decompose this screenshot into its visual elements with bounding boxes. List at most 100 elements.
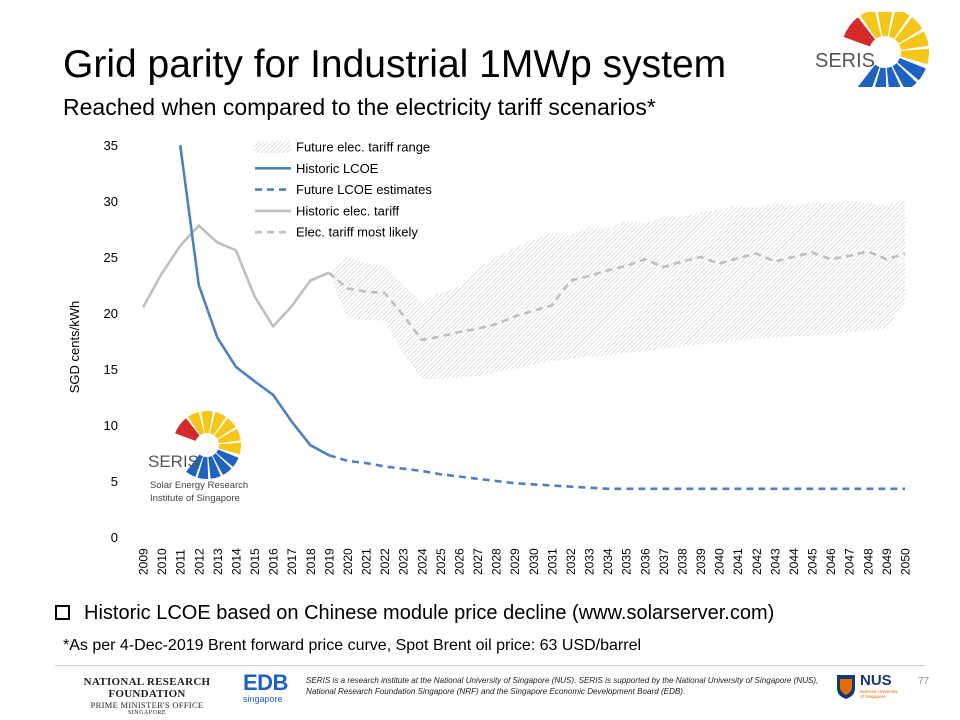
series-historic-lcoe [178,144,330,457]
y-tick-label: 15 [104,362,118,377]
x-tick-label: 2035 [620,548,634,575]
x-tick-label: 2028 [490,548,504,575]
edb-logo-subtext: singapore [243,694,283,704]
x-tick-label: 2011 [174,549,188,575]
chart-legend: Future elec. tariff range Historic LCOE Fu… [255,140,432,240]
page-number: 77 [918,676,930,687]
x-tick-label: 2050 [899,548,913,575]
legend-label: Historic LCOE [296,161,379,176]
x-tick-label: 2036 [638,548,652,575]
legend-label: Historic elec. tariff [296,203,399,218]
y-tick-label: 20 [104,306,118,321]
series-future-lcoe [328,453,905,491]
sunburst-ray [197,456,209,480]
sunburst-ray [900,48,930,65]
series-tariff-most-likely [328,250,906,342]
x-tick-label: 2022 [378,548,392,575]
x-tick-label: 2045 [806,548,820,575]
legend-label: Future elec. tariff range [296,140,430,155]
legend-label: Elec. tariff most likely [296,225,418,240]
page-subtitle: Reached when compared to the electricity… [63,94,656,120]
sunburst-icon [175,410,241,480]
x-tick-label: 2042 [750,548,764,575]
sunburst-ray [201,410,213,434]
chart-series [141,144,906,491]
x-tick-label: 2019 [322,548,336,575]
legend-item: Future LCOE estimates [255,182,432,197]
footer-divider [55,665,925,666]
x-tick-label: 2020 [341,548,355,575]
nus-logo: NUS National University of Singapore [836,672,900,706]
x-tick-label: 2043 [768,548,782,575]
y-tick-label: 10 [104,418,118,433]
edb-logo: EDB singapore [243,672,298,706]
sunburst-ray [216,449,239,467]
y-axis-ticks: 0 5 10 15 20 25 30 35 [104,138,118,545]
y-tick-label: 25 [104,250,118,265]
x-tick-label: 2030 [527,548,541,575]
bullet-note: Historic LCOE based on Chinese module pr… [55,600,774,626]
x-tick-label: 2027 [471,548,485,575]
edb-logo-text: EDB [243,670,288,695]
sunburst-ray [894,17,923,44]
x-tick-label: 2038 [675,548,689,575]
nrf-logo-line3: SINGAPORE [127,710,167,716]
x-tick-label: 2031 [545,548,559,575]
x-tick-label: 2046 [824,548,838,575]
sunburst-ray [214,418,236,439]
seris-logo-chart: SERIS Solar Energy Research Institute of… [148,410,248,504]
x-tick-label: 2009 [137,548,151,575]
nus-logo-text: NUS [860,672,892,689]
sunburst-ray [877,12,893,37]
x-tick-label: 2040 [713,548,727,575]
x-tick-label: 2034 [601,548,615,575]
series-historic-tariff [141,224,330,328]
footer-disclaimer: SERIS is a research institute at the Nat… [306,676,819,696]
sunburst-ray [857,64,880,87]
sunburst-ray [218,442,241,455]
bullet-text: Historic LCOE based on Chinese module pr… [84,602,775,624]
x-tick-label: 2017 [285,548,299,575]
y-tick-label: 35 [104,138,118,153]
checkbox-bullet-icon [55,605,70,620]
footnote: *As per 4-Dec-2019 Brent forward price c… [63,637,642,654]
page-title: Grid parity for Industrial 1MWp system [63,43,727,86]
x-tick-label: 2029 [508,548,522,575]
x-tick-label: 2025 [434,548,448,575]
sunburst-ray [888,12,910,39]
x-tick-label: 2021 [360,548,374,575]
y-tick-label: 5 [111,474,118,489]
x-tick-label: 2018 [304,548,318,575]
seris-logo-top: SERIS [815,12,930,87]
sunburst-ray [860,12,882,39]
sunburst-ray [209,412,226,436]
sunburst-ray [892,63,917,87]
series-future-tariff-range [328,201,905,380]
sunburst-ray [899,31,929,50]
x-tick-label: 2037 [657,548,671,575]
nus-crest-icon [837,675,855,699]
legend-label: Future LCOE estimates [296,182,432,197]
x-tick-label: 2049 [880,548,894,575]
x-tick-label: 2039 [694,548,708,575]
x-axis-ticks: 2009 2010 2011 2012 2013 2014 2015 2016 2017 2018… [137,548,913,575]
legend-item: Future elec. tariff range [255,140,430,155]
sunburst-ray [186,454,203,477]
sunburst-ray [212,453,232,475]
nrf-logo: NATIONAL RESEARCH FOUNDATION PRIME MINIS… [62,676,232,716]
sunburst-ray [175,418,200,441]
x-tick-label: 2047 [843,548,857,575]
x-tick-label: 2033 [583,548,597,575]
seris-logo-subtext-1: Solar Energy Research [150,480,248,491]
legend-item: Elec. tariff most likely [255,225,418,240]
seris-logo-subtext-2: Institute of Singapore [150,493,240,504]
x-tick-label: 2023 [397,548,411,575]
sunburst-icon [843,12,930,87]
x-tick-label: 2026 [452,548,466,575]
nrf-logo-line2: PRIME MINISTER'S OFFICE [90,700,204,710]
sunburst-ray [217,429,241,444]
x-tick-label: 2024 [415,548,429,575]
sunburst-ray [843,17,876,47]
x-tick-label: 2044 [787,548,801,575]
